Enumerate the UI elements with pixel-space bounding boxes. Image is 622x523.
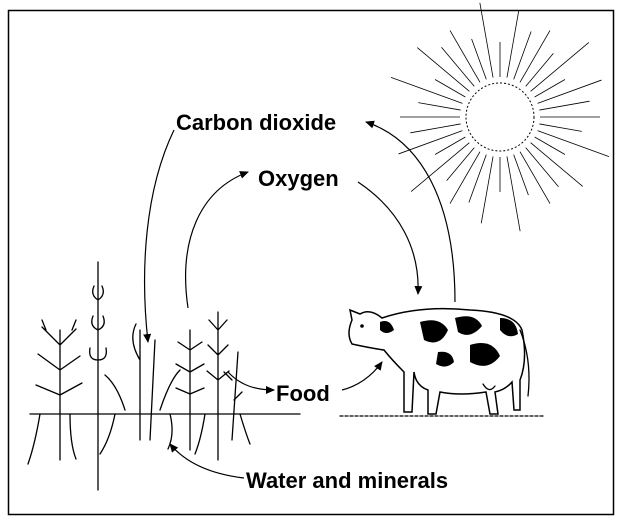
label-food: Food xyxy=(276,381,330,406)
label-oxygen: Oxygen xyxy=(258,166,339,191)
frame xyxy=(9,11,614,515)
label-carbon-dioxide: Carbon dioxide xyxy=(176,110,336,135)
diagram: Carbon dioxide Oxygen Food Water and min… xyxy=(0,0,622,523)
label-water-and-minerals: Water and minerals xyxy=(246,468,448,493)
page: Carbon dioxide Oxygen Food Water and min… xyxy=(0,0,622,523)
